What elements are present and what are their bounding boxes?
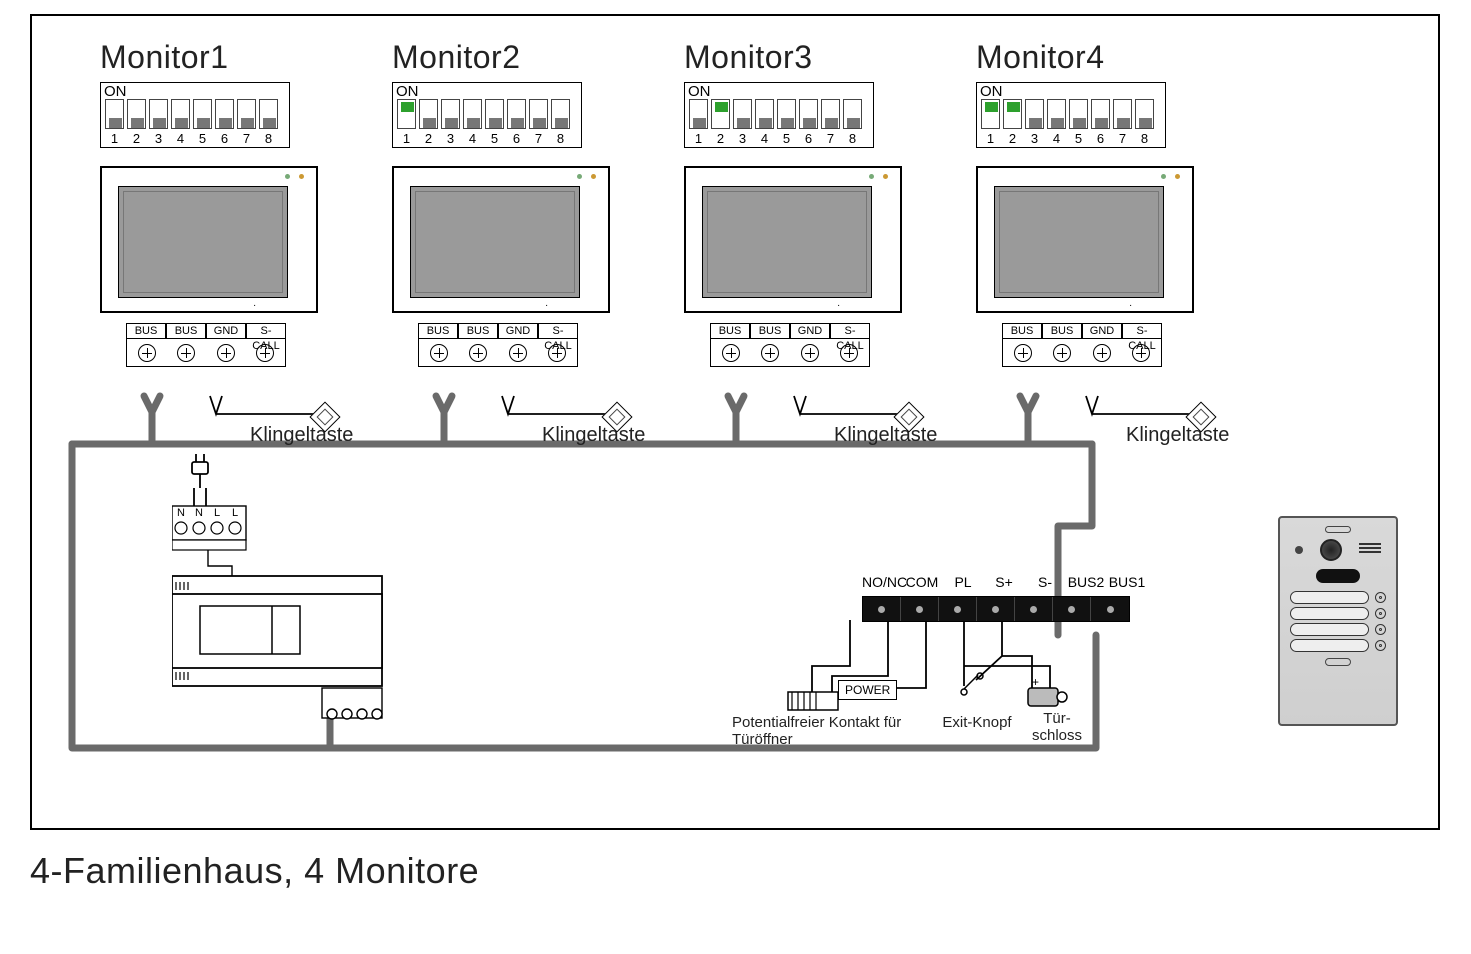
dip-switch-block: ON12345678 bbox=[976, 82, 1166, 148]
terminal-label: BUS bbox=[418, 323, 458, 339]
monitor-label: Monitor4 bbox=[976, 39, 1256, 76]
diagram-frame: Monitor1ON12345678.BUSBUSGNDS-CALLMonito… bbox=[30, 14, 1440, 830]
monitor-unit-2: Monitor2ON12345678.BUSBUSGNDS-CALL bbox=[392, 39, 672, 367]
screw-terminal-icon bbox=[1132, 344, 1150, 362]
monitor-unit-4: Monitor4ON12345678.BUSBUSGNDS-CALL bbox=[976, 39, 1256, 367]
monitor-label: Monitor2 bbox=[392, 39, 672, 76]
outstation-terminal-label: S+ bbox=[985, 574, 1023, 590]
dip-switch-block: ON12345678 bbox=[100, 82, 290, 148]
outstation-terminal bbox=[1091, 597, 1129, 621]
terminal-label: S-CALL bbox=[538, 323, 578, 339]
terminal-label: S-CALL bbox=[1122, 323, 1162, 339]
power-supply-unit: N N L L bbox=[172, 466, 402, 746]
bell-button-icon bbox=[1375, 608, 1386, 619]
power-label-box: POWER bbox=[838, 680, 897, 700]
screw-terminal-icon bbox=[1053, 344, 1071, 362]
klingeltaste-label: Klingeltaste bbox=[1126, 424, 1229, 447]
monitor-label: Monitor3 bbox=[684, 39, 964, 76]
terminal-label: GND bbox=[790, 323, 830, 339]
klingeltaste-label: Klingeltaste bbox=[250, 424, 353, 447]
monitor-label: Monitor1 bbox=[100, 39, 380, 76]
svg-text:+: + bbox=[1032, 675, 1039, 689]
screw-terminal-icon bbox=[722, 344, 740, 362]
terminal-label: BUS bbox=[1002, 323, 1042, 339]
diagram-caption: 4-Familienhaus, 4 Monitore bbox=[30, 850, 479, 892]
screw-terminal-icon bbox=[840, 344, 858, 362]
screw-terminal-icon bbox=[430, 344, 448, 362]
terminal-label: GND bbox=[498, 323, 538, 339]
door-station bbox=[1278, 516, 1398, 726]
terminal-label: S-CALL bbox=[830, 323, 870, 339]
monitor-device: . bbox=[684, 166, 902, 313]
screw-terminal-icon bbox=[548, 344, 566, 362]
door-camera-icon bbox=[1320, 539, 1342, 561]
screw-terminal-icon bbox=[1014, 344, 1032, 362]
screw-terminal-icon bbox=[177, 344, 195, 362]
outstation-terminal-label: COM bbox=[903, 574, 941, 590]
monitor-device: . bbox=[976, 166, 1194, 313]
terminal-label: BUS bbox=[710, 323, 750, 339]
outstation-terminal bbox=[1015, 597, 1053, 621]
klingeltaste-label: Klingeltaste bbox=[834, 424, 937, 447]
monitor-unit-3: Monitor3ON12345678.BUSBUSGNDS-CALL bbox=[684, 39, 964, 367]
terminal-label: GND bbox=[1082, 323, 1122, 339]
label-exit-knopf: Exit-Knopf bbox=[932, 714, 1022, 731]
terminal-label: BUS bbox=[458, 323, 498, 339]
outstation-terminal bbox=[977, 597, 1015, 621]
svg-text:L: L bbox=[232, 507, 238, 519]
screw-terminal-icon bbox=[256, 344, 274, 362]
label-tuerschloss: Tür-schloss bbox=[1022, 710, 1092, 745]
screw-terminal-icon bbox=[138, 344, 156, 362]
monitor-unit-1: Monitor1ON12345678.BUSBUSGNDS-CALL bbox=[100, 39, 380, 367]
terminal-label: BUS bbox=[126, 323, 166, 339]
monitor-device: . bbox=[392, 166, 610, 313]
outstation-terminal-label: NO/NC bbox=[862, 574, 900, 590]
bell-button-icon bbox=[1375, 624, 1386, 635]
screw-terminal-icon bbox=[509, 344, 527, 362]
outstation-terminal-label: BUS2 bbox=[1067, 574, 1105, 590]
monitor-device: . bbox=[100, 166, 318, 313]
outstation-terminal bbox=[1053, 597, 1091, 621]
outstation-terminal-strip: NO/NCCOMPLS+S-BUS2BUS1 bbox=[862, 596, 1130, 622]
svg-text:N: N bbox=[195, 507, 203, 519]
svg-text:N: N bbox=[177, 507, 185, 519]
bell-button-icon bbox=[1375, 592, 1386, 603]
svg-text:L: L bbox=[214, 507, 220, 519]
dip-switch-block: ON12345678 bbox=[684, 82, 874, 148]
screw-terminal-icon bbox=[1093, 344, 1111, 362]
terminal-label: BUS bbox=[1042, 323, 1082, 339]
outstation-terminal bbox=[939, 597, 977, 621]
dip-switch-block: ON12345678 bbox=[392, 82, 582, 148]
door-led-icon bbox=[1295, 546, 1303, 554]
screw-terminal-icon bbox=[761, 344, 779, 362]
terminal-label: BUS bbox=[166, 323, 206, 339]
outstation-terminal bbox=[901, 597, 939, 621]
outstation-terminal-label: S- bbox=[1026, 574, 1064, 590]
screw-terminal-icon bbox=[469, 344, 487, 362]
terminal-label: BUS bbox=[750, 323, 790, 339]
screw-terminal-icon bbox=[217, 344, 235, 362]
outstation-terminal-label: BUS1 bbox=[1108, 574, 1146, 590]
outstation-terminal bbox=[863, 597, 901, 621]
terminal-label: GND bbox=[206, 323, 246, 339]
bell-button-icon bbox=[1375, 640, 1386, 651]
terminal-label: S-CALL bbox=[246, 323, 286, 339]
klingeltaste-label: Klingeltaste bbox=[542, 424, 645, 447]
door-speaker-icon bbox=[1359, 543, 1381, 557]
door-mic-icon bbox=[1316, 569, 1360, 583]
label-potentialfrei: Potentialfreier Kontakt fürTüröffner bbox=[732, 714, 932, 749]
screw-terminal-icon bbox=[801, 344, 819, 362]
outstation-terminal-label: PL bbox=[944, 574, 982, 590]
